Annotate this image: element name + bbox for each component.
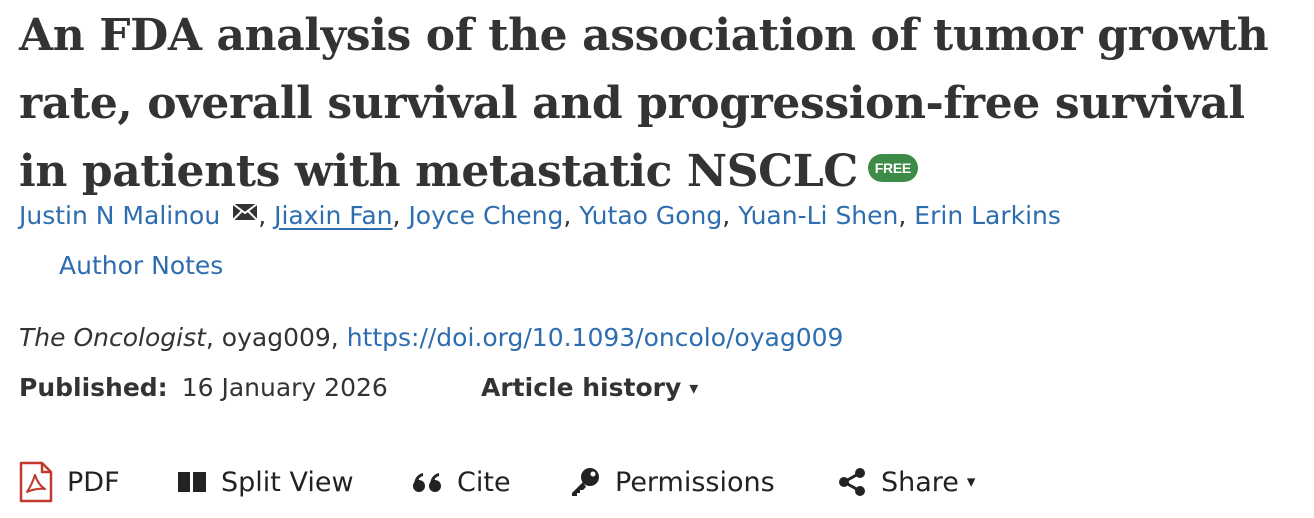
free-badge: FREE: [867, 153, 918, 182]
article-toolbar: PDF Split View Cite: [19, 458, 1299, 506]
pdf-button[interactable]: PDF: [19, 458, 120, 506]
author-link-larkins[interactable]: Erin Larkins: [914, 201, 1061, 230]
published-row: Published: 16 January 2026 Article histor…: [19, 368, 698, 408]
cite-button[interactable]: Cite: [411, 458, 511, 506]
pdf-icon: [19, 461, 53, 503]
doi-link[interactable]: https://doi.org/10.1093/oncolo/oyag009: [346, 323, 844, 352]
chevron-down-icon: ▾: [966, 472, 976, 492]
author-link-fan[interactable]: Jiaxin Fan: [274, 201, 393, 230]
published-label: Published:: [19, 373, 168, 402]
article-history-toggle[interactable]: Article history ▾: [481, 368, 698, 411]
citation-line: The Oncologist, oyag009, https://doi.org…: [19, 318, 843, 358]
author-separator: ,: [898, 201, 915, 230]
share-label: Share: [881, 466, 959, 498]
author-notes-link[interactable]: Author Notes: [59, 251, 224, 280]
article-title: An FDA analysis of the association of tu…: [19, 2, 1299, 206]
mail-icon[interactable]: [232, 194, 258, 234]
author-link-malinou[interactable]: Justin N Malinou: [19, 201, 221, 230]
quote-icon: [411, 470, 443, 494]
chevron-down-icon: ▾: [689, 378, 699, 399]
share-icon: [837, 467, 867, 497]
author-separator: ,: [392, 201, 409, 230]
permissions-label: Permissions: [615, 466, 775, 498]
author-separator: ,: [563, 201, 580, 230]
split-view-icon: [177, 470, 207, 494]
author-link-cheng[interactable]: Joyce Cheng: [408, 201, 564, 230]
split-view-label: Split View: [221, 466, 354, 498]
pdf-label: PDF: [67, 466, 120, 498]
author-list: Justin N Malinou, Jiaxin Fan, Joyce Chen…: [19, 196, 1061, 237]
split-view-button[interactable]: Split View: [177, 458, 354, 506]
cite-label: Cite: [457, 466, 511, 498]
key-icon: [569, 466, 601, 498]
journal-name: The Oncologist: [19, 323, 206, 352]
author-separator: ,: [722, 201, 739, 230]
share-button[interactable]: Share ▾: [837, 458, 975, 506]
article-title-text: An FDA analysis of the association of tu…: [19, 10, 1269, 197]
author-link-shen[interactable]: Yuan-Li Shen: [738, 201, 899, 230]
author-link-gong[interactable]: Yutao Gong: [579, 201, 723, 230]
permissions-button[interactable]: Permissions: [569, 458, 775, 506]
author-separator: ,: [258, 201, 275, 230]
article-history-label: Article history: [481, 373, 682, 402]
article-id: , oyag009,: [205, 323, 347, 352]
published-date: 16 January 2026: [181, 373, 388, 402]
